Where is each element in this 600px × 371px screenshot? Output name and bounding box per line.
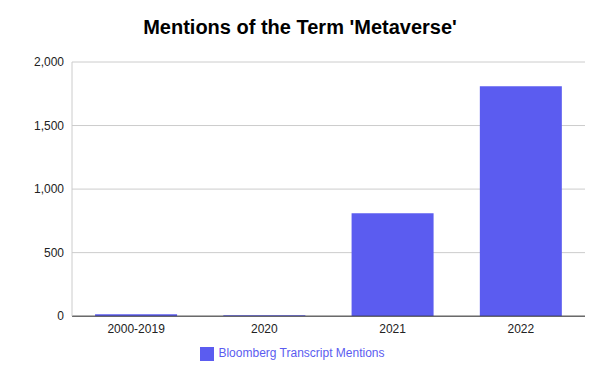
svg-text:1,000: 1,000 bbox=[34, 182, 64, 196]
svg-text:500: 500 bbox=[44, 246, 64, 260]
svg-text:2021: 2021 bbox=[379, 322, 406, 336]
html-text:Bloomberg Transcript Mentions: Bloomberg Transcript Mentions bbox=[218, 346, 385, 361]
svg-text:2,000: 2,000 bbox=[34, 55, 64, 69]
html-text:Mentions of the Term 'Metavers: Mentions of the Term 'Metaverse' bbox=[143, 16, 457, 38]
svg-text:1,500: 1,500 bbox=[34, 119, 64, 133]
svg-text:2000-2019: 2000-2019 bbox=[107, 322, 165, 336]
svg-text:2022: 2022 bbox=[508, 322, 535, 336]
svg-text:2020: 2020 bbox=[251, 322, 278, 336]
svg-text:0: 0 bbox=[57, 309, 64, 323]
